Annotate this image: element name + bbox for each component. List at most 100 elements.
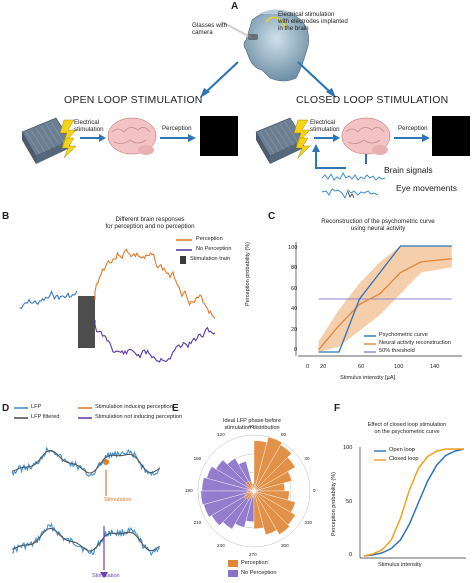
legend-stimulation-train: Stimulation train bbox=[190, 256, 231, 262]
open-elec-stim-label: Electrical stimulation bbox=[74, 119, 104, 134]
polar-angle-label: 150 bbox=[193, 455, 202, 461]
perception-wedge bbox=[252, 490, 255, 497]
top-lfp bbox=[11, 446, 161, 477]
c-xtick: 140 bbox=[430, 364, 440, 370]
polar-angle-label: 180 bbox=[185, 487, 193, 493]
no-perception-wedge bbox=[253, 490, 261, 493]
c-xtick: 100 bbox=[394, 364, 404, 370]
legend-psychometric: Psychometric curve bbox=[379, 332, 428, 338]
c-ytick: 80 bbox=[291, 265, 298, 271]
no-perception-wedge bbox=[206, 466, 255, 492]
c-xtick: 20 bbox=[320, 364, 327, 370]
open-perception-label: Perception bbox=[162, 125, 192, 132]
stim-top-marker bbox=[103, 459, 109, 465]
closed-elec-stim-label: Electrical stimulation bbox=[310, 119, 340, 134]
panel-b-label: B bbox=[2, 211, 10, 222]
stim-top-label: Stimulation bbox=[104, 497, 132, 503]
perception-wedge bbox=[244, 490, 255, 497]
polar-angle-label: 120 bbox=[217, 432, 225, 438]
stim-bottom-label: Stimulation bbox=[92, 573, 120, 579]
no-perception-wedge bbox=[253, 490, 261, 495]
polar-ring bbox=[197, 434, 311, 548]
panel-c-title: Reconstruction of the psychometric curve… bbox=[321, 218, 435, 233]
polar-ring bbox=[216, 453, 292, 529]
lightning-icon bbox=[293, 119, 311, 159]
closed-loop-curve bbox=[363, 448, 464, 557]
no-perception-wedge bbox=[201, 477, 255, 492]
baseline-trace bbox=[19, 290, 78, 310]
glasses-label: Glasses with camera bbox=[192, 22, 228, 37]
f-ytick: 0 bbox=[349, 552, 353, 558]
stimulation-train bbox=[78, 296, 95, 348]
brain-signal-trace bbox=[321, 171, 386, 181]
brain-icon bbox=[107, 117, 157, 155]
perception-wedge bbox=[251, 483, 255, 492]
panel-d-label: D bbox=[2, 403, 10, 414]
electrode-array-icon bbox=[21, 117, 71, 164]
panel-b-title: Different brain responses for perception… bbox=[105, 216, 195, 231]
no-perception-wedge bbox=[227, 458, 255, 492]
c-ytick: 0 bbox=[294, 347, 298, 353]
open-loop-heading: OPEN LOOP STIMULATION bbox=[64, 94, 203, 106]
electrode-label: Electrical stimulation with electrodes i… bbox=[278, 11, 348, 33]
legend-lfp-filtered: LFP filtered bbox=[31, 414, 60, 420]
polar-angle-label: 300 bbox=[281, 542, 289, 548]
perception-wedge bbox=[247, 487, 255, 492]
perception-wedge bbox=[248, 489, 255, 492]
perception-wedge bbox=[253, 490, 290, 535]
c-ytick: 20 bbox=[291, 327, 298, 333]
legend-closed-loop: Closed loop bbox=[389, 456, 419, 462]
perception-wedge bbox=[253, 490, 265, 530]
no-perception-wedge bbox=[203, 490, 255, 518]
polar-angle-label: 330 bbox=[304, 519, 313, 525]
panel-c-ylabel: Perception probability (%) bbox=[245, 241, 251, 306]
legend-e-no-perception: No Perception bbox=[241, 570, 277, 576]
perception-wedge bbox=[253, 471, 293, 492]
legend-e-perception: Perception bbox=[241, 560, 268, 566]
perception-wedge bbox=[249, 490, 255, 499]
polar-angle-label: 30 bbox=[304, 455, 310, 461]
closed-loop-heading: CLOSED LOOP STIMULATION bbox=[296, 94, 449, 106]
polar-angle-label: 60 bbox=[281, 432, 287, 438]
polar-angle-label: 270 bbox=[249, 551, 257, 557]
phosphene-screen bbox=[200, 116, 238, 156]
c-ytick: 100 bbox=[288, 245, 298, 251]
legend-no-perception: No Perception bbox=[196, 246, 232, 252]
perception-wedge bbox=[253, 444, 292, 492]
no-perception-wedge bbox=[253, 489, 261, 492]
panel-c-label: C bbox=[268, 211, 276, 222]
perception-wedge bbox=[246, 490, 255, 501]
panel-c-xlabel: Stimulus intensity [µA] bbox=[340, 375, 396, 381]
panel-e-label: E bbox=[172, 403, 179, 414]
perception-wedge bbox=[248, 480, 255, 492]
bottom-lfp-filtered bbox=[11, 527, 160, 552]
no-perception-wedge bbox=[234, 490, 255, 528]
no-perception-wedge bbox=[215, 459, 255, 492]
legend-stim-not-inducing: Stimulation not inducing perception bbox=[95, 414, 183, 420]
no-perception-wedge bbox=[253, 485, 261, 492]
panel-f-ylabel: Perception probability (%) bbox=[331, 471, 337, 536]
panel-f-label: F bbox=[334, 403, 341, 414]
c-ytick: 40 bbox=[291, 306, 298, 312]
no-perception-wedge bbox=[252, 484, 255, 492]
legend-perception: Perception bbox=[196, 236, 223, 242]
f-ytick: 50 bbox=[346, 499, 353, 505]
no-perception-wedge bbox=[238, 460, 255, 492]
no-perception-wedge bbox=[253, 484, 260, 492]
panel-a-label: A bbox=[231, 1, 239, 12]
perception-wedge bbox=[253, 457, 296, 492]
f-ytick: 100 bbox=[343, 445, 353, 451]
eye-movements-label: Eye movements bbox=[396, 183, 457, 193]
perception-wedge bbox=[253, 490, 290, 501]
perception-wedge bbox=[244, 490, 255, 500]
perception-wedge bbox=[245, 481, 255, 492]
polar-angle-label: 210 bbox=[193, 519, 202, 525]
no-perception-wedge bbox=[253, 490, 256, 498]
closed-perception-label: Perception bbox=[398, 125, 428, 132]
